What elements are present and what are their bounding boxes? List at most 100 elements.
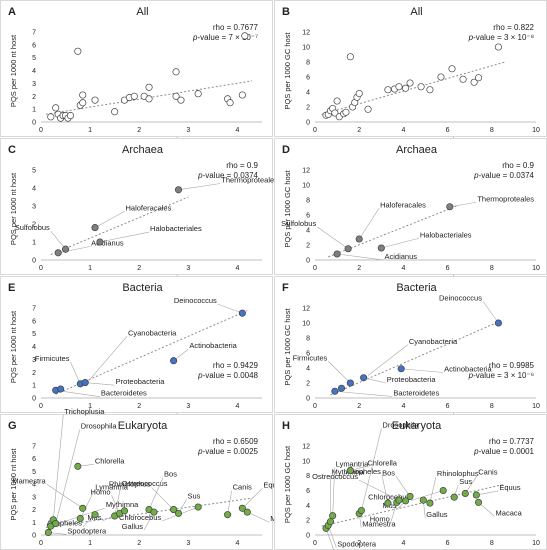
x-tick-label: 2 — [137, 403, 141, 410]
data-point — [96, 238, 104, 246]
trendline — [50, 196, 189, 256]
data-point — [437, 73, 445, 81]
y-tick-label: 12 — [302, 444, 310, 451]
point-label: Drosophila — [382, 421, 419, 430]
data-point — [44, 528, 52, 537]
panel-letter: E — [8, 282, 15, 294]
point-label: Spodoptera — [337, 539, 377, 548]
stat-label: p-value = 0.0001 — [473, 447, 534, 456]
y-tick-label: 2 — [32, 370, 36, 377]
data-point — [57, 385, 65, 393]
x-tick-label: 4 — [235, 403, 239, 410]
data-point — [79, 504, 87, 512]
x-tick-label: 10 — [532, 403, 540, 410]
leader-line — [476, 490, 499, 496]
point-label: Firmicutes — [293, 353, 328, 362]
point-label: Rhinolophus — [437, 469, 479, 478]
x-tick-label: 6 — [446, 265, 450, 272]
x-tick-label: 2 — [357, 265, 361, 272]
y-tick-label: 8 — [306, 336, 310, 343]
stat-label: p-value = 3 × 10⁻⁸ — [468, 33, 534, 42]
leader-line — [151, 487, 174, 510]
stat-label: p-value = 7 × 10⁻⁷ — [192, 33, 258, 42]
data-point — [76, 514, 84, 523]
y-tick-label: 6 — [32, 318, 36, 325]
x-tick-label: 0 — [313, 127, 317, 134]
data-point — [54, 249, 62, 257]
data-point — [395, 83, 403, 91]
trendline — [330, 319, 504, 396]
data-point — [406, 79, 414, 87]
trendline — [321, 484, 503, 527]
point-label: Mamestra — [12, 476, 46, 485]
panel-frame — [0, 414, 273, 550]
data-point — [474, 74, 483, 82]
panel-d: D Archaea 0 2 4 6 8 10 0 2 4 6 8 10 12 PQS per 1000 GC … — [274, 138, 547, 283]
data-point — [150, 508, 158, 516]
data-point — [448, 65, 456, 73]
y-tick-label: 0 — [32, 533, 36, 540]
y-tick-label: 5 — [32, 168, 36, 175]
leader-line — [55, 429, 81, 524]
y-tick-label: 7 — [32, 444, 36, 451]
data-point — [329, 512, 337, 520]
panel-title: Bacteria — [122, 282, 163, 294]
panel-letter: H — [282, 420, 290, 432]
data-point — [406, 492, 414, 500]
x-tick-label: 4 — [235, 127, 239, 134]
point-label: Bos — [382, 468, 395, 477]
x-tick-label: 2 — [137, 265, 141, 272]
data-point — [384, 86, 392, 94]
x-tick-label: 1 — [88, 403, 92, 410]
y-tick-label: 2 — [32, 507, 36, 514]
panel-frame — [0, 0, 273, 137]
data-point — [470, 78, 478, 86]
data-point — [417, 83, 425, 91]
data-point — [355, 89, 363, 98]
data-point — [344, 245, 352, 253]
point-label: Thermoproteales — [477, 194, 534, 203]
point-label: Lymantria — [336, 460, 369, 469]
stat-label: p-value = 0.0374 — [197, 171, 258, 180]
point-label: Anopheles — [345, 467, 381, 476]
leader-line — [247, 511, 270, 523]
leader-line — [178, 183, 221, 191]
x-tick-label: 0 — [39, 540, 43, 547]
stat-label: rho = 0.6509 — [213, 437, 259, 446]
panel-title: Bacteria — [396, 282, 437, 294]
leader-line — [367, 344, 409, 376]
data-point — [111, 108, 119, 116]
leader-line — [217, 303, 243, 314]
y-tick-label: 12 — [302, 30, 310, 37]
x-tick-label: 2 — [357, 403, 361, 410]
leader-line — [148, 477, 164, 510]
leader-line — [381, 237, 419, 249]
point-label: Haloferacales — [125, 203, 171, 212]
data-point — [91, 224, 99, 232]
x-tick-label: 0 — [313, 540, 317, 547]
point-label: Bacteroidetes — [101, 389, 147, 398]
data-point — [459, 75, 467, 83]
data-point — [402, 84, 410, 92]
y-tick-label: 2 — [32, 222, 36, 229]
leader-line — [99, 231, 150, 243]
point-label: Cyanobacteria — [409, 337, 458, 346]
y-tick-label: 8 — [306, 60, 310, 67]
x-tick-label: 0 — [39, 127, 43, 134]
y-axis-title: PQS per 1000 nt host — [9, 34, 18, 107]
leader-line — [395, 476, 411, 497]
panel-letter: F — [282, 282, 289, 294]
data-point — [346, 466, 354, 475]
leader-line — [94, 211, 125, 228]
data-point — [384, 499, 392, 507]
data-point — [357, 506, 365, 515]
y-axis-title: PQS per 1000 GC host — [283, 445, 292, 523]
data-point — [355, 235, 363, 243]
y-tick-label: 7 — [32, 306, 36, 313]
panel-letter: G — [8, 420, 17, 432]
y-tick-label: 12 — [302, 306, 310, 313]
data-point — [224, 511, 232, 519]
y-tick-label: 1 — [32, 107, 36, 114]
